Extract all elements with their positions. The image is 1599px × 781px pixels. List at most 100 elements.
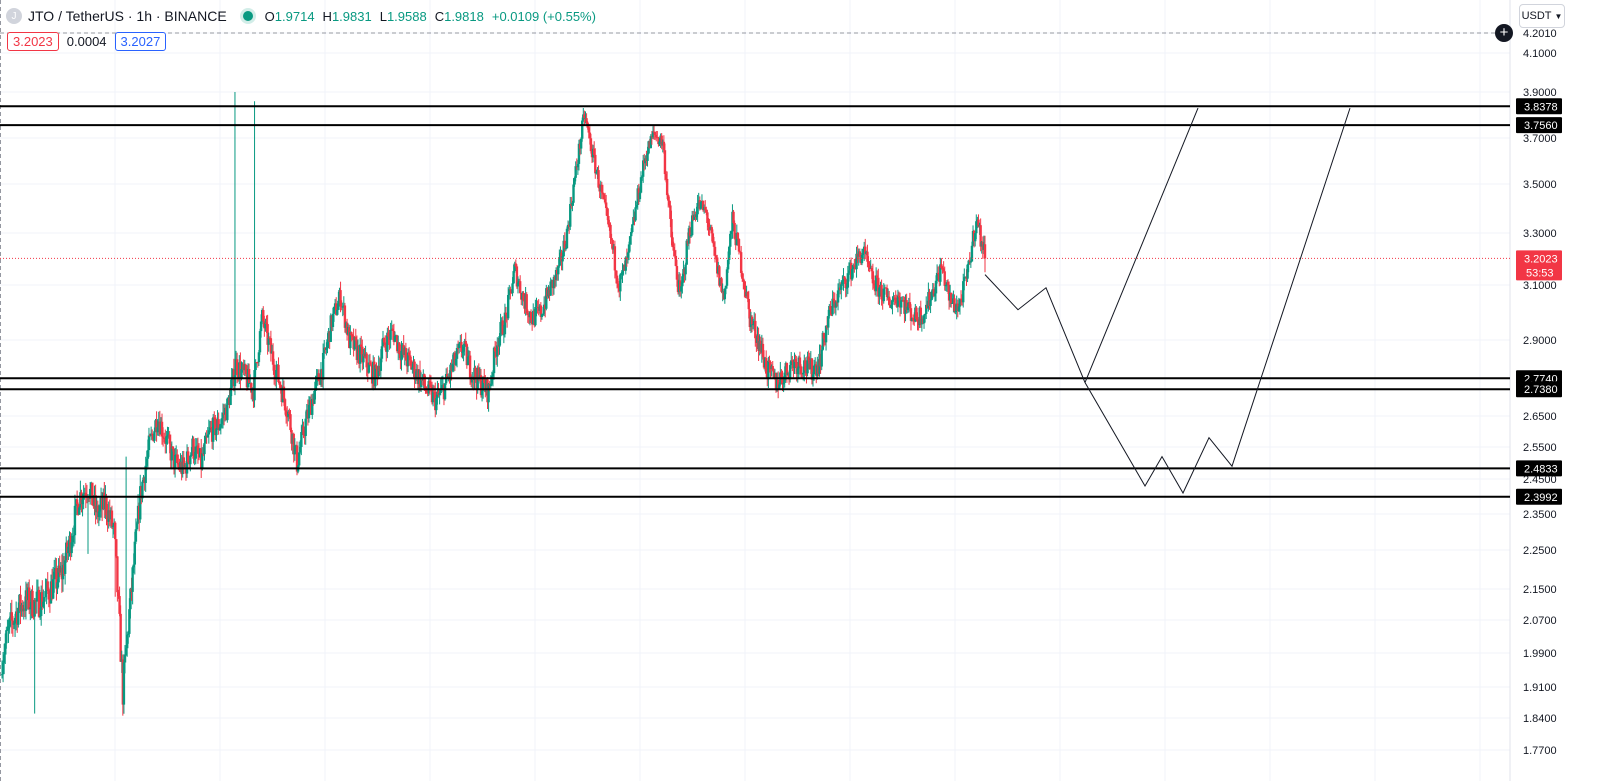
candle-body — [824, 325, 828, 343]
candle-body — [761, 343, 765, 357]
candle-body — [311, 398, 314, 415]
candle-body — [685, 240, 688, 265]
candle-body — [367, 362, 371, 373]
candle-body — [549, 281, 552, 296]
candle-body — [669, 205, 672, 219]
candle-body — [646, 153, 649, 161]
candle-body — [874, 275, 878, 292]
candle-body — [295, 445, 299, 472]
candle-body — [155, 420, 158, 433]
candle-body — [950, 292, 953, 304]
candle-body — [681, 276, 684, 287]
candle-body — [657, 137, 660, 145]
candle-body — [44, 591, 47, 598]
candle-body — [602, 194, 606, 199]
candle-body — [860, 254, 864, 264]
candle-body — [115, 539, 118, 557]
plus-circle-icon[interactable]: + — [1495, 24, 1513, 42]
candle-body — [131, 567, 134, 592]
candle-body — [368, 362, 372, 365]
candle-body — [939, 264, 942, 282]
candle-body — [438, 392, 441, 395]
candle-body — [177, 463, 180, 465]
candle-body — [192, 438, 195, 459]
candle-body — [726, 259, 730, 270]
candle-body — [302, 426, 305, 436]
candle-body — [483, 376, 486, 384]
candle-body — [581, 120, 584, 139]
candle-body — [885, 287, 889, 297]
candle-body — [341, 306, 344, 308]
sell-price-button[interactable]: 3.2023 — [7, 32, 59, 51]
candle-body — [796, 368, 799, 375]
candle-body — [597, 170, 600, 188]
candle-body — [908, 302, 912, 309]
candle-body — [332, 306, 336, 314]
candle-body — [336, 309, 339, 315]
candle-body — [511, 283, 514, 294]
candle-body — [19, 594, 22, 612]
candle-body — [754, 320, 757, 339]
buy-price-button[interactable]: 3.2027 — [114, 32, 167, 51]
y-tick-label: 2.6500 — [1523, 411, 1557, 423]
y-tick-label: 3.5000 — [1523, 179, 1557, 191]
candle-body — [47, 590, 51, 600]
candle-body — [56, 582, 59, 589]
candle-body — [481, 376, 485, 391]
ohlc-high: H1.9831 — [322, 8, 372, 24]
candle-body — [46, 581, 49, 591]
level-label-bg — [1516, 488, 1562, 505]
candle-body — [574, 166, 577, 178]
candle-body — [877, 277, 880, 297]
candle-body — [84, 492, 88, 497]
candle-body — [358, 344, 362, 364]
candle-body — [264, 322, 267, 329]
candle-body — [254, 362, 257, 371]
candle-body — [435, 398, 438, 411]
y-tick-label: 2.1500 — [1523, 584, 1557, 596]
candle-body — [635, 204, 638, 208]
candle-body — [67, 546, 70, 554]
candle-body — [899, 300, 903, 308]
candle-body — [934, 280, 938, 294]
candle-body — [724, 285, 728, 289]
y-tick-label: 4.1000 — [1523, 48, 1557, 60]
candle-body — [509, 289, 512, 291]
candle-body — [946, 282, 950, 285]
candle-body — [267, 338, 270, 345]
candle-body — [407, 352, 411, 356]
candle-body — [71, 536, 74, 543]
symbol-title[interactable]: JTO / TetherUS · 1h · BINANCE — [28, 8, 227, 24]
candle-body — [713, 246, 717, 256]
currency-selector[interactable]: USDT ▼ — [1519, 4, 1565, 28]
candle-body — [105, 496, 108, 516]
candle-body — [502, 334, 506, 336]
candle-body — [710, 227, 713, 234]
candle-body — [736, 232, 740, 240]
candle-body — [512, 271, 515, 284]
market-open-dot-icon — [242, 11, 253, 21]
ohlc-open: O1.9714 — [264, 8, 315, 24]
candle-body — [607, 216, 610, 225]
candle-body — [496, 345, 499, 357]
candle-body — [923, 313, 927, 316]
countdown-label: 53:53 — [1526, 267, 1554, 279]
candle-body — [876, 275, 879, 278]
candle-body — [135, 523, 139, 530]
candle-body — [265, 322, 268, 325]
candle-body — [144, 465, 147, 484]
candle-body — [96, 505, 99, 518]
level-label-bg — [1516, 381, 1562, 398]
candle-body — [460, 341, 463, 352]
candle-body — [764, 358, 768, 374]
candle-body — [317, 373, 320, 382]
candle-body — [250, 383, 253, 393]
candle-body — [194, 446, 197, 459]
candle-body — [619, 274, 622, 292]
candle-body — [31, 590, 34, 617]
candle-body — [821, 332, 824, 350]
candle-body — [365, 353, 368, 368]
candle-body — [742, 278, 745, 282]
